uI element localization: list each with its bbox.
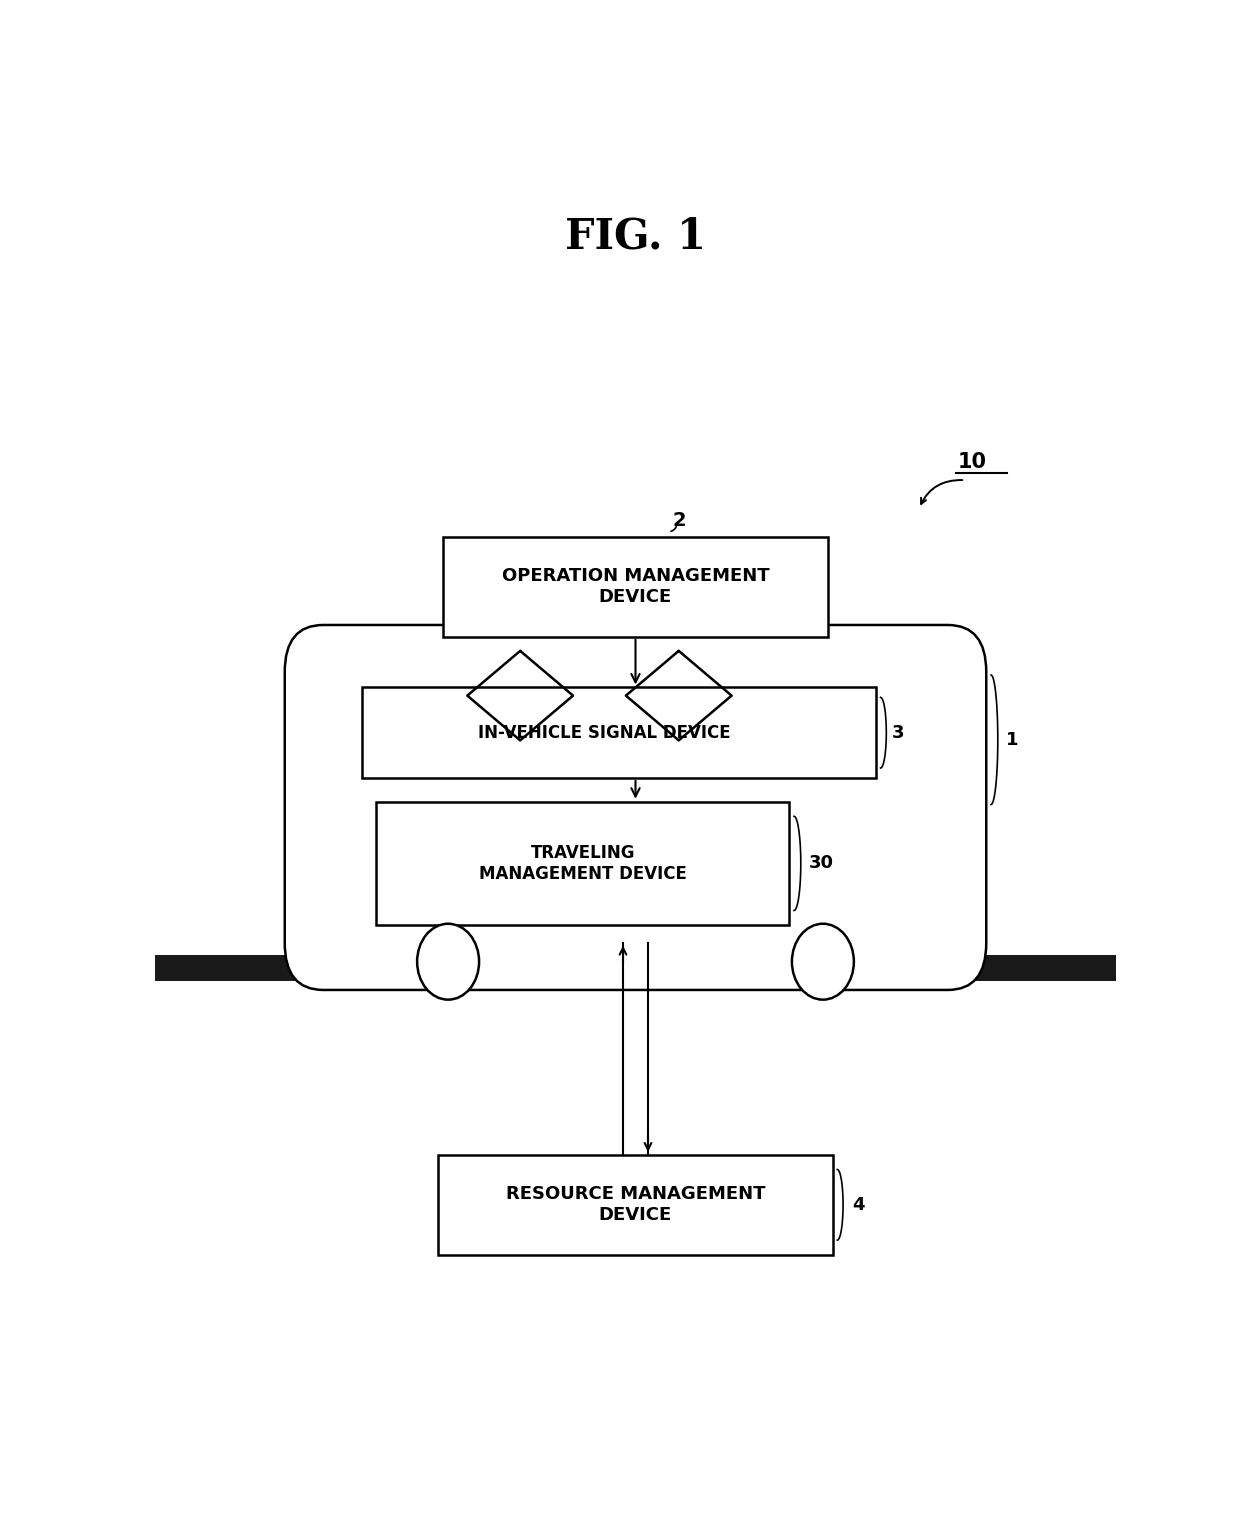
FancyBboxPatch shape [362,688,875,778]
FancyBboxPatch shape [376,801,789,925]
Text: 30: 30 [808,855,833,873]
Text: 10: 10 [957,453,987,472]
Text: 3: 3 [892,723,905,742]
Text: 1: 1 [1006,731,1018,749]
FancyBboxPatch shape [285,625,986,989]
Text: FIG. 1: FIG. 1 [565,216,706,257]
Text: TRAVELING
MANAGEMENT DEVICE: TRAVELING MANAGEMENT DEVICE [479,844,687,882]
Circle shape [417,924,479,1000]
Text: 2: 2 [672,511,686,529]
Text: 4: 4 [852,1196,864,1214]
FancyBboxPatch shape [444,537,828,636]
Text: RESOURCE MANAGEMENT
DEVICE: RESOURCE MANAGEMENT DEVICE [506,1185,765,1225]
Circle shape [792,924,854,1000]
FancyBboxPatch shape [439,1154,832,1255]
Text: IN-VEHICLE SIGNAL DEVICE: IN-VEHICLE SIGNAL DEVICE [477,723,730,742]
Bar [155,954,1116,980]
Text: OPERATION MANAGEMENT
DEVICE: OPERATION MANAGEMENT DEVICE [502,567,769,605]
